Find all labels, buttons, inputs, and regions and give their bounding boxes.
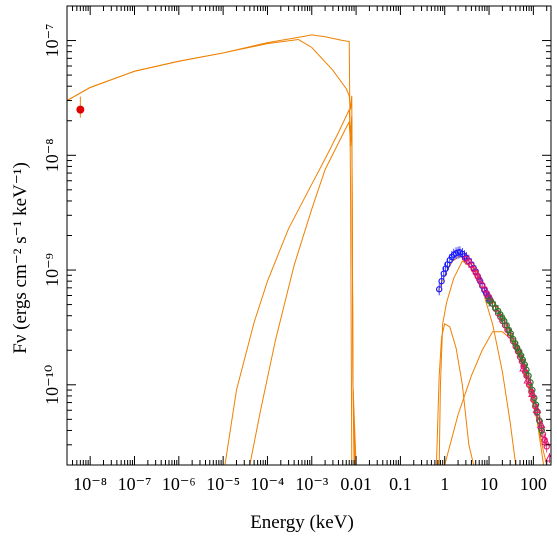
y-axis-title: Fν (ergs cm⁻² s⁻¹ keV⁻¹) (10, 162, 31, 354)
model-curve-3 (224, 109, 356, 465)
model-curves (67, 34, 548, 465)
x-tick-label: 10⁻⁷ (118, 474, 152, 494)
y-tick-label: 10⁻⁷ (42, 24, 62, 58)
data-point-series-3 (543, 443, 550, 450)
data-point-series-3 (472, 269, 479, 276)
data-point-series-5 (536, 420, 546, 429)
model-curve-7 (444, 331, 545, 465)
x-tick-label: 10⁻³ (295, 474, 329, 494)
plot-frame (66, 5, 552, 466)
data-point-series-5 (528, 388, 537, 397)
x-tick-label: 10⁻⁴ (251, 474, 285, 494)
model-curve-8 (437, 255, 548, 465)
y-tick-label: 10⁻¹⁰ (42, 365, 62, 405)
data-point-series-2 (435, 286, 443, 293)
y-tick-labels: 10⁻¹⁰ 10⁻⁹ 10⁻⁸ 10⁻⁷ (42, 24, 62, 405)
y-tick-label: 10⁻⁹ (42, 253, 62, 287)
x-tick-label: 0.01 (340, 474, 372, 494)
data-point-series-5 (532, 404, 542, 413)
model-curve-5 (435, 323, 475, 465)
data-points (76, 96, 551, 464)
data-point-series-1 (76, 105, 85, 114)
data-point-series-4 (531, 394, 538, 402)
x-tick-label: 10⁻⁶ (162, 474, 196, 494)
data-point-series-5 (545, 453, 551, 462)
model-curve-6 (438, 260, 517, 465)
data-point-series-2 (438, 277, 445, 285)
model-curve-4 (249, 120, 357, 465)
axis-ticks (66, 5, 551, 466)
x-tick-label: 1 (440, 474, 449, 494)
x-tick-labels: 10⁻⁸ 10⁻⁷ 10⁻⁶ 10⁻⁵ 10⁻⁴ 10⁻³ 0.01 0.1 1 10 100 (73, 474, 547, 494)
data-point-series-5 (523, 375, 533, 384)
x-tick-label: 0.1 (389, 474, 412, 494)
x-tick-label: 10⁻⁸ (73, 474, 107, 494)
data-point-series-3 (539, 431, 547, 438)
x-tick-label: 100 (520, 474, 547, 494)
data-point-series-3 (474, 272, 481, 280)
data-point-series-5 (541, 437, 551, 446)
model-curve-1 (67, 34, 353, 465)
x-axis-title: Energy (keV) (250, 512, 354, 533)
x-tick-label: 10⁻⁵ (206, 474, 240, 494)
data-point-series-5 (519, 363, 528, 372)
model-curve-2 (67, 39, 355, 465)
y-tick-label: 10⁻⁸ (42, 138, 62, 172)
x-tick-label: 10 (480, 474, 498, 494)
